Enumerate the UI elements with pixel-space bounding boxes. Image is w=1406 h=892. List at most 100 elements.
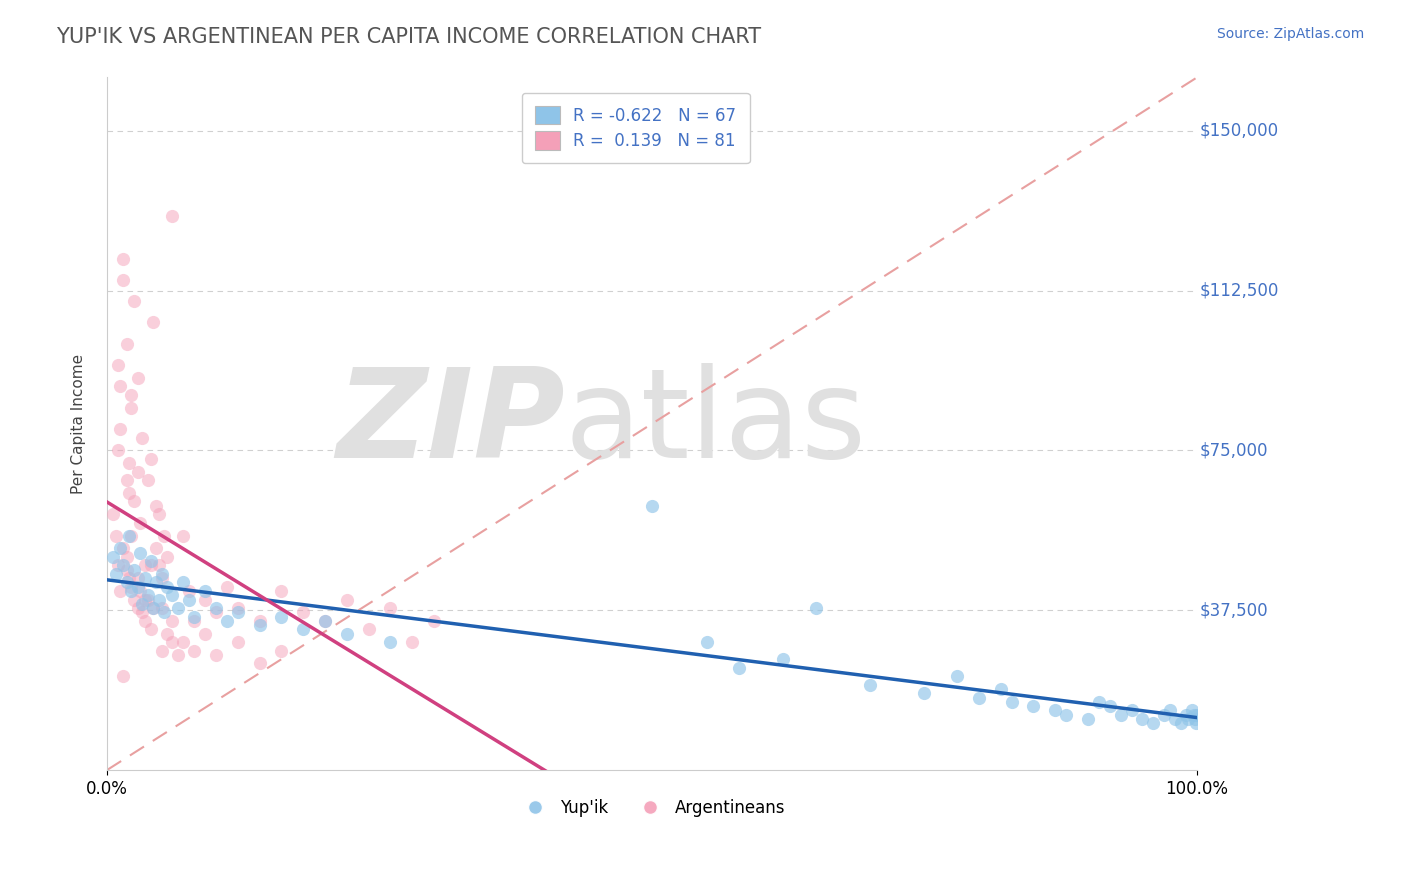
- Point: [1159, 703, 1181, 717]
- Point: [162, 209, 184, 223]
- Point: [124, 592, 146, 607]
- Point: [1182, 707, 1205, 722]
- Point: [104, 528, 127, 542]
- Point: [162, 635, 184, 649]
- Point: [138, 473, 160, 487]
- Point: [990, 681, 1012, 696]
- Point: [967, 690, 990, 705]
- Point: [1098, 699, 1121, 714]
- Point: [167, 601, 190, 615]
- Point: [120, 528, 142, 542]
- Point: [145, 499, 167, 513]
- Point: [1054, 707, 1077, 722]
- Point: [1184, 712, 1206, 726]
- Legend: Yup'ik, Argentineans: Yup'ik, Argentineans: [512, 793, 792, 824]
- Point: [172, 528, 194, 542]
- Point: [1170, 716, 1192, 731]
- Point: [1088, 695, 1111, 709]
- Point: [1121, 703, 1143, 717]
- Point: [804, 601, 827, 615]
- Point: [226, 635, 249, 649]
- Point: [120, 401, 142, 415]
- Point: [270, 584, 292, 599]
- Y-axis label: Per Capita Income: Per Capita Income: [72, 353, 86, 494]
- Point: [1175, 707, 1198, 722]
- Point: [128, 516, 150, 530]
- Point: [249, 657, 271, 671]
- Point: [115, 549, 138, 564]
- Point: [139, 623, 162, 637]
- Point: [108, 584, 131, 599]
- Point: [127, 601, 149, 615]
- Point: [1045, 703, 1067, 717]
- Point: [1164, 712, 1187, 726]
- Point: [134, 558, 156, 573]
- Point: [112, 252, 135, 266]
- Point: [380, 601, 402, 615]
- Point: [118, 456, 141, 470]
- Point: [142, 601, 165, 615]
- Point: [314, 614, 336, 628]
- Point: [1022, 699, 1045, 714]
- Point: [118, 528, 141, 542]
- Point: [120, 580, 142, 594]
- Point: [107, 358, 129, 372]
- Point: [150, 643, 173, 657]
- Text: $150,000: $150,000: [1199, 121, 1278, 140]
- Point: [139, 558, 162, 573]
- Point: [215, 614, 238, 628]
- Point: [124, 494, 146, 508]
- Point: [134, 592, 156, 607]
- Point: [152, 528, 174, 542]
- Text: $37,500: $37,500: [1199, 601, 1268, 619]
- Point: [142, 316, 165, 330]
- Point: [357, 623, 380, 637]
- Point: [270, 643, 292, 657]
- Point: [120, 388, 142, 402]
- Point: [401, 635, 423, 649]
- Point: [1180, 703, 1202, 717]
- Point: [115, 473, 138, 487]
- Point: [127, 580, 149, 594]
- Point: [914, 686, 936, 700]
- Point: [1132, 712, 1154, 726]
- Point: [249, 618, 271, 632]
- Point: [423, 614, 446, 628]
- Point: [380, 635, 402, 649]
- Point: [215, 580, 238, 594]
- Point: [162, 614, 184, 628]
- Point: [1177, 712, 1199, 726]
- Point: [226, 605, 249, 619]
- Point: [292, 605, 315, 619]
- Text: YUP'IK VS ARGENTINEAN PER CAPITA INCOME CORRELATION CHART: YUP'IK VS ARGENTINEAN PER CAPITA INCOME …: [56, 27, 762, 46]
- Point: [138, 588, 160, 602]
- Point: [115, 336, 138, 351]
- Point: [131, 605, 153, 619]
- Point: [139, 554, 162, 568]
- Point: [194, 584, 217, 599]
- Point: [150, 566, 173, 581]
- Point: [162, 588, 184, 602]
- Point: [172, 575, 194, 590]
- Point: [127, 571, 149, 585]
- Point: [177, 584, 200, 599]
- Point: [859, 678, 882, 692]
- Point: [270, 609, 292, 624]
- Point: [131, 597, 153, 611]
- Point: [156, 626, 179, 640]
- Point: [177, 592, 200, 607]
- Point: [128, 546, 150, 560]
- Point: [112, 541, 135, 556]
- Point: [108, 379, 131, 393]
- Point: [127, 371, 149, 385]
- Point: [118, 571, 141, 585]
- Point: [728, 661, 751, 675]
- Point: [107, 443, 129, 458]
- Point: [150, 601, 173, 615]
- Point: [112, 669, 135, 683]
- Point: [1185, 716, 1208, 731]
- Point: [156, 580, 179, 594]
- Point: [107, 558, 129, 573]
- Point: [139, 451, 162, 466]
- Point: [128, 584, 150, 599]
